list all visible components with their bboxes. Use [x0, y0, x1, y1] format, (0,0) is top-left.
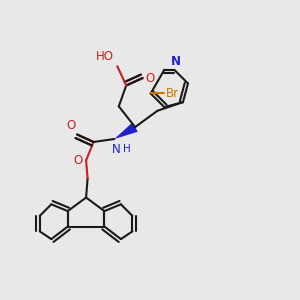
Text: O: O	[146, 72, 155, 85]
Text: O: O	[73, 154, 83, 167]
Text: H: H	[123, 144, 130, 154]
Text: Br: Br	[166, 87, 178, 100]
Text: O: O	[66, 119, 76, 132]
Text: N: N	[111, 143, 120, 157]
Polygon shape	[114, 122, 138, 139]
Text: HO: HO	[96, 50, 114, 63]
Text: N: N	[170, 55, 181, 68]
